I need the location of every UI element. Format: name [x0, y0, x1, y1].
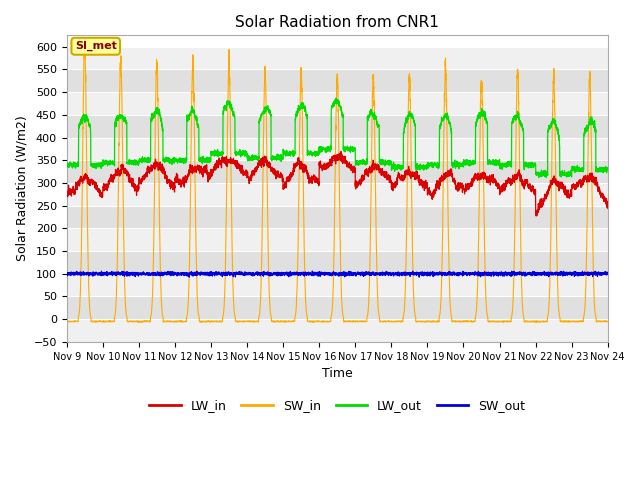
Title: Solar Radiation from CNR1: Solar Radiation from CNR1: [236, 15, 439, 30]
Bar: [67, 70, 608, 92]
Bar: [67, 183, 608, 205]
Y-axis label: Solar Radiation (W/m2): Solar Radiation (W/m2): [15, 116, 28, 262]
Text: SI_met: SI_met: [75, 41, 116, 51]
Bar: [67, 138, 608, 160]
Bar: [67, 297, 608, 319]
Bar: [67, 47, 608, 70]
Bar: [67, 205, 608, 228]
X-axis label: Time: Time: [322, 367, 353, 380]
Bar: [67, 160, 608, 183]
Bar: [67, 251, 608, 274]
Bar: [67, 92, 608, 115]
Bar: [67, 319, 608, 342]
Bar: [67, 274, 608, 297]
Bar: [67, 115, 608, 138]
Legend: LW_in, SW_in, LW_out, SW_out: LW_in, SW_in, LW_out, SW_out: [145, 394, 530, 417]
Bar: [67, 228, 608, 251]
